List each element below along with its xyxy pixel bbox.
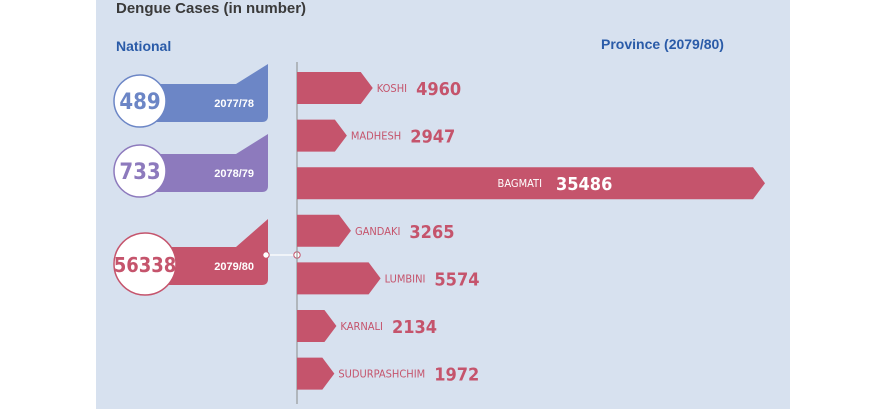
province-value-label: 5574 [434, 269, 479, 290]
chart-background-panel [96, 0, 790, 409]
national-value-label: 56338 [114, 253, 177, 277]
chart-title: Dengue Cases (in number) [116, 0, 307, 17]
province-category-label: MADHESH [351, 130, 401, 143]
province-category-label: GANDAKI [355, 225, 400, 238]
national-year-label: 2079/80 [214, 261, 254, 273]
national-value-circle [113, 74, 167, 128]
province-bar-lumbini [297, 262, 381, 295]
province-bar-gandaki [297, 214, 351, 247]
national-year-label: 2077/78 [214, 98, 254, 110]
province-category-label: SUDURPASHCHIM [338, 368, 425, 381]
province-bar-koshi [297, 72, 373, 104]
province-value-label: 35486 [556, 174, 612, 195]
province-value-label: 2134 [392, 317, 437, 338]
province-value-label: 4960 [416, 79, 461, 100]
province-bar-karnali [297, 310, 337, 342]
province-value-label: 1972 [434, 365, 479, 386]
national-bar-2077-78 [140, 64, 268, 122]
connector-dot-left [262, 251, 270, 259]
province-value-label: 3265 [409, 222, 454, 243]
province-category-label: KOSHI [377, 82, 407, 95]
national-value-label: 733 [119, 160, 160, 185]
national-value-circle [113, 144, 167, 198]
province-bar-madhesh [297, 119, 347, 152]
national-value-circle [113, 232, 177, 296]
province-category-label: KARNALI [340, 320, 383, 333]
national-bar-2078-79 [140, 134, 268, 192]
province-heading: Province (2079/80) [601, 36, 724, 52]
province-bar-bagmati [297, 167, 765, 200]
province-category-label: LUMBINI [385, 272, 426, 285]
province-bar-sudurpashchim [297, 357, 335, 390]
national-heading: National [116, 38, 172, 54]
province-category-label: BAGMATI [498, 177, 542, 190]
province-value-label: 2947 [410, 127, 455, 148]
national-year-label: 2078/79 [214, 168, 254, 180]
national-value-label: 489 [119, 90, 160, 115]
